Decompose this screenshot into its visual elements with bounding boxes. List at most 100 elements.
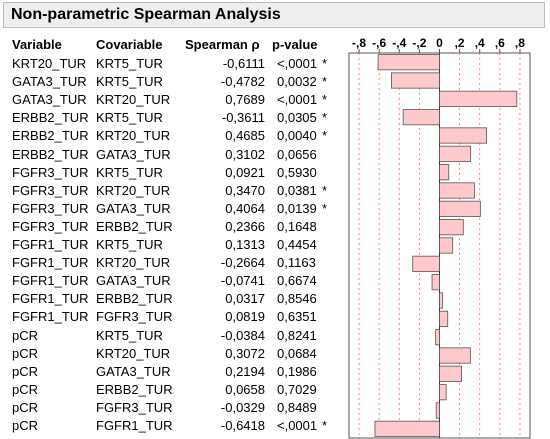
row-significance-mark: * bbox=[322, 418, 328, 433]
header-spearman: Spearman ρ bbox=[185, 37, 260, 52]
row-variable: pCR bbox=[12, 327, 39, 343]
bar bbox=[439, 237, 454, 254]
row-pvalue: 0,1163 bbox=[277, 255, 316, 271]
bar bbox=[391, 72, 440, 89]
bar bbox=[439, 127, 488, 144]
row-pvalue: <,0001 bbox=[277, 418, 318, 433]
bar bbox=[402, 109, 440, 126]
header-variable: Variable bbox=[12, 37, 62, 52]
row-variable: GATA3_TUR bbox=[12, 92, 87, 108]
row-significance-mark: * bbox=[322, 110, 328, 126]
row-covariable: KRT20_TUR bbox=[96, 255, 171, 271]
bar bbox=[435, 329, 440, 346]
bar bbox=[439, 90, 518, 107]
row-spearman: 0,2194 bbox=[225, 363, 265, 379]
row-pvalue: 0,0656 bbox=[277, 146, 317, 162]
header-covariable: Covariable bbox=[96, 37, 163, 52]
x-tick-label: ,4 bbox=[475, 36, 485, 50]
row-variable: pCR bbox=[12, 363, 39, 379]
x-tick-label: -,6 bbox=[372, 36, 386, 50]
bar bbox=[439, 164, 450, 181]
row-variable: GATA3_TUR bbox=[12, 74, 87, 90]
bar bbox=[374, 420, 440, 437]
row-significance-mark: * bbox=[322, 182, 328, 198]
x-tick-label: -,4 bbox=[392, 36, 406, 50]
row-variable: KRT20_TUR bbox=[12, 56, 87, 71]
bar bbox=[439, 182, 475, 199]
title-bar: Non-parametric Spearman Analysis bbox=[3, 2, 545, 28]
page-title: Non-parametric Spearman Analysis bbox=[11, 6, 281, 23]
bar bbox=[412, 255, 440, 272]
row-significance-mark: * bbox=[322, 56, 328, 71]
row-spearman: -0,0741 bbox=[220, 273, 265, 289]
row-variable: pCR bbox=[12, 418, 39, 433]
row-covariable: ERBB2_TUR bbox=[96, 218, 173, 234]
row-spearman: -0,3611 bbox=[221, 110, 265, 126]
row-covariable: KRT5_TUR bbox=[96, 237, 163, 252]
row-covariable: KRT20_TUR bbox=[96, 182, 171, 198]
row-significance-mark: * bbox=[322, 74, 328, 90]
row-covariable: GATA3_TUR bbox=[96, 363, 171, 379]
row-significance-mark: * bbox=[322, 200, 328, 216]
row-covariable: GATA3_TUR bbox=[96, 146, 171, 162]
row-covariable: GATA3_TUR bbox=[96, 200, 171, 216]
row-covariable: KRT5_TUR bbox=[96, 56, 163, 71]
row-pvalue: 0,8489 bbox=[277, 399, 317, 415]
row-spearman: 0,3102 bbox=[225, 146, 265, 162]
row-variable: ERBB2_TUR bbox=[12, 146, 89, 162]
x-tick-label: -,2 bbox=[412, 36, 426, 50]
bar bbox=[439, 145, 472, 162]
row-spearman: -0,4782 bbox=[220, 74, 265, 90]
x-tick-label: 0 bbox=[436, 36, 443, 50]
row-variable: ERBB2_TUR bbox=[12, 110, 89, 126]
row-covariable: KRT5_TUR bbox=[96, 74, 163, 90]
row-covariable: FGFR3_TUR bbox=[96, 399, 173, 415]
row-variable: FGFR1_TUR bbox=[12, 309, 89, 325]
row-pvalue: 0,0032 bbox=[277, 74, 317, 90]
row-spearman: 0,0658 bbox=[225, 381, 265, 397]
row-pvalue: 0,4454 bbox=[277, 237, 317, 252]
bar bbox=[431, 274, 440, 291]
header-pvalue: p-value bbox=[272, 37, 318, 52]
row-spearman: 0,4685 bbox=[225, 128, 265, 144]
row-spearman: 0,1313 bbox=[225, 237, 265, 252]
bar bbox=[439, 347, 471, 364]
row-spearman: 0,0819 bbox=[225, 309, 265, 325]
x-tick-label: ,2 bbox=[455, 36, 465, 50]
bar bbox=[377, 54, 440, 71]
row-pvalue: 0,7029 bbox=[277, 381, 317, 397]
row-covariable: KRT20_TUR bbox=[96, 92, 171, 108]
row-spearman: 0,7689 bbox=[225, 92, 265, 108]
row-variable: FGFR1_TUR bbox=[12, 255, 89, 271]
bar bbox=[439, 219, 464, 236]
row-pvalue: 0,0040 bbox=[277, 128, 317, 144]
bar bbox=[439, 365, 462, 382]
row-variable: FGFR3_TUR bbox=[12, 218, 89, 234]
row-pvalue: 0,8546 bbox=[277, 291, 317, 307]
row-pvalue: 0,6674 bbox=[277, 273, 317, 289]
row-pvalue: 0,0381 bbox=[277, 182, 317, 198]
row-covariable: ERBB2_TUR bbox=[96, 381, 173, 397]
row-spearman: -0,0384 bbox=[220, 327, 265, 343]
row-covariable: GATA3_TUR bbox=[96, 273, 171, 289]
row-spearman: -0,6418 bbox=[220, 418, 265, 433]
bar bbox=[439, 310, 449, 327]
row-variable: FGFR3_TUR bbox=[12, 200, 89, 216]
spearman-bar-chart: -,8 -,6 -,4 -,2 0 ,2 ,4 ,6 ,8 bbox=[348, 36, 531, 439]
row-variable: pCR bbox=[12, 345, 39, 361]
bar bbox=[439, 384, 447, 401]
row-covariable: KRT5_TUR bbox=[96, 327, 163, 343]
row-variable: FGFR3_TUR bbox=[12, 182, 89, 198]
row-variable: pCR bbox=[12, 399, 39, 415]
row-covariable: ERBB2_TUR bbox=[96, 291, 173, 307]
row-significance-mark: * bbox=[322, 92, 328, 108]
row-pvalue: 0,6351 bbox=[277, 309, 317, 325]
row-spearman: 0,3470 bbox=[225, 182, 265, 198]
row-variable: pCR bbox=[12, 381, 39, 397]
row-variable: FGFR3_TUR bbox=[12, 164, 89, 180]
row-variable: ERBB2_TUR bbox=[12, 128, 89, 144]
row-pvalue: 0,1648 bbox=[277, 218, 317, 234]
x-tick-label: ,6 bbox=[495, 36, 505, 50]
row-covariable: KRT20_TUR bbox=[96, 128, 171, 144]
row-significance-mark: * bbox=[322, 128, 328, 144]
